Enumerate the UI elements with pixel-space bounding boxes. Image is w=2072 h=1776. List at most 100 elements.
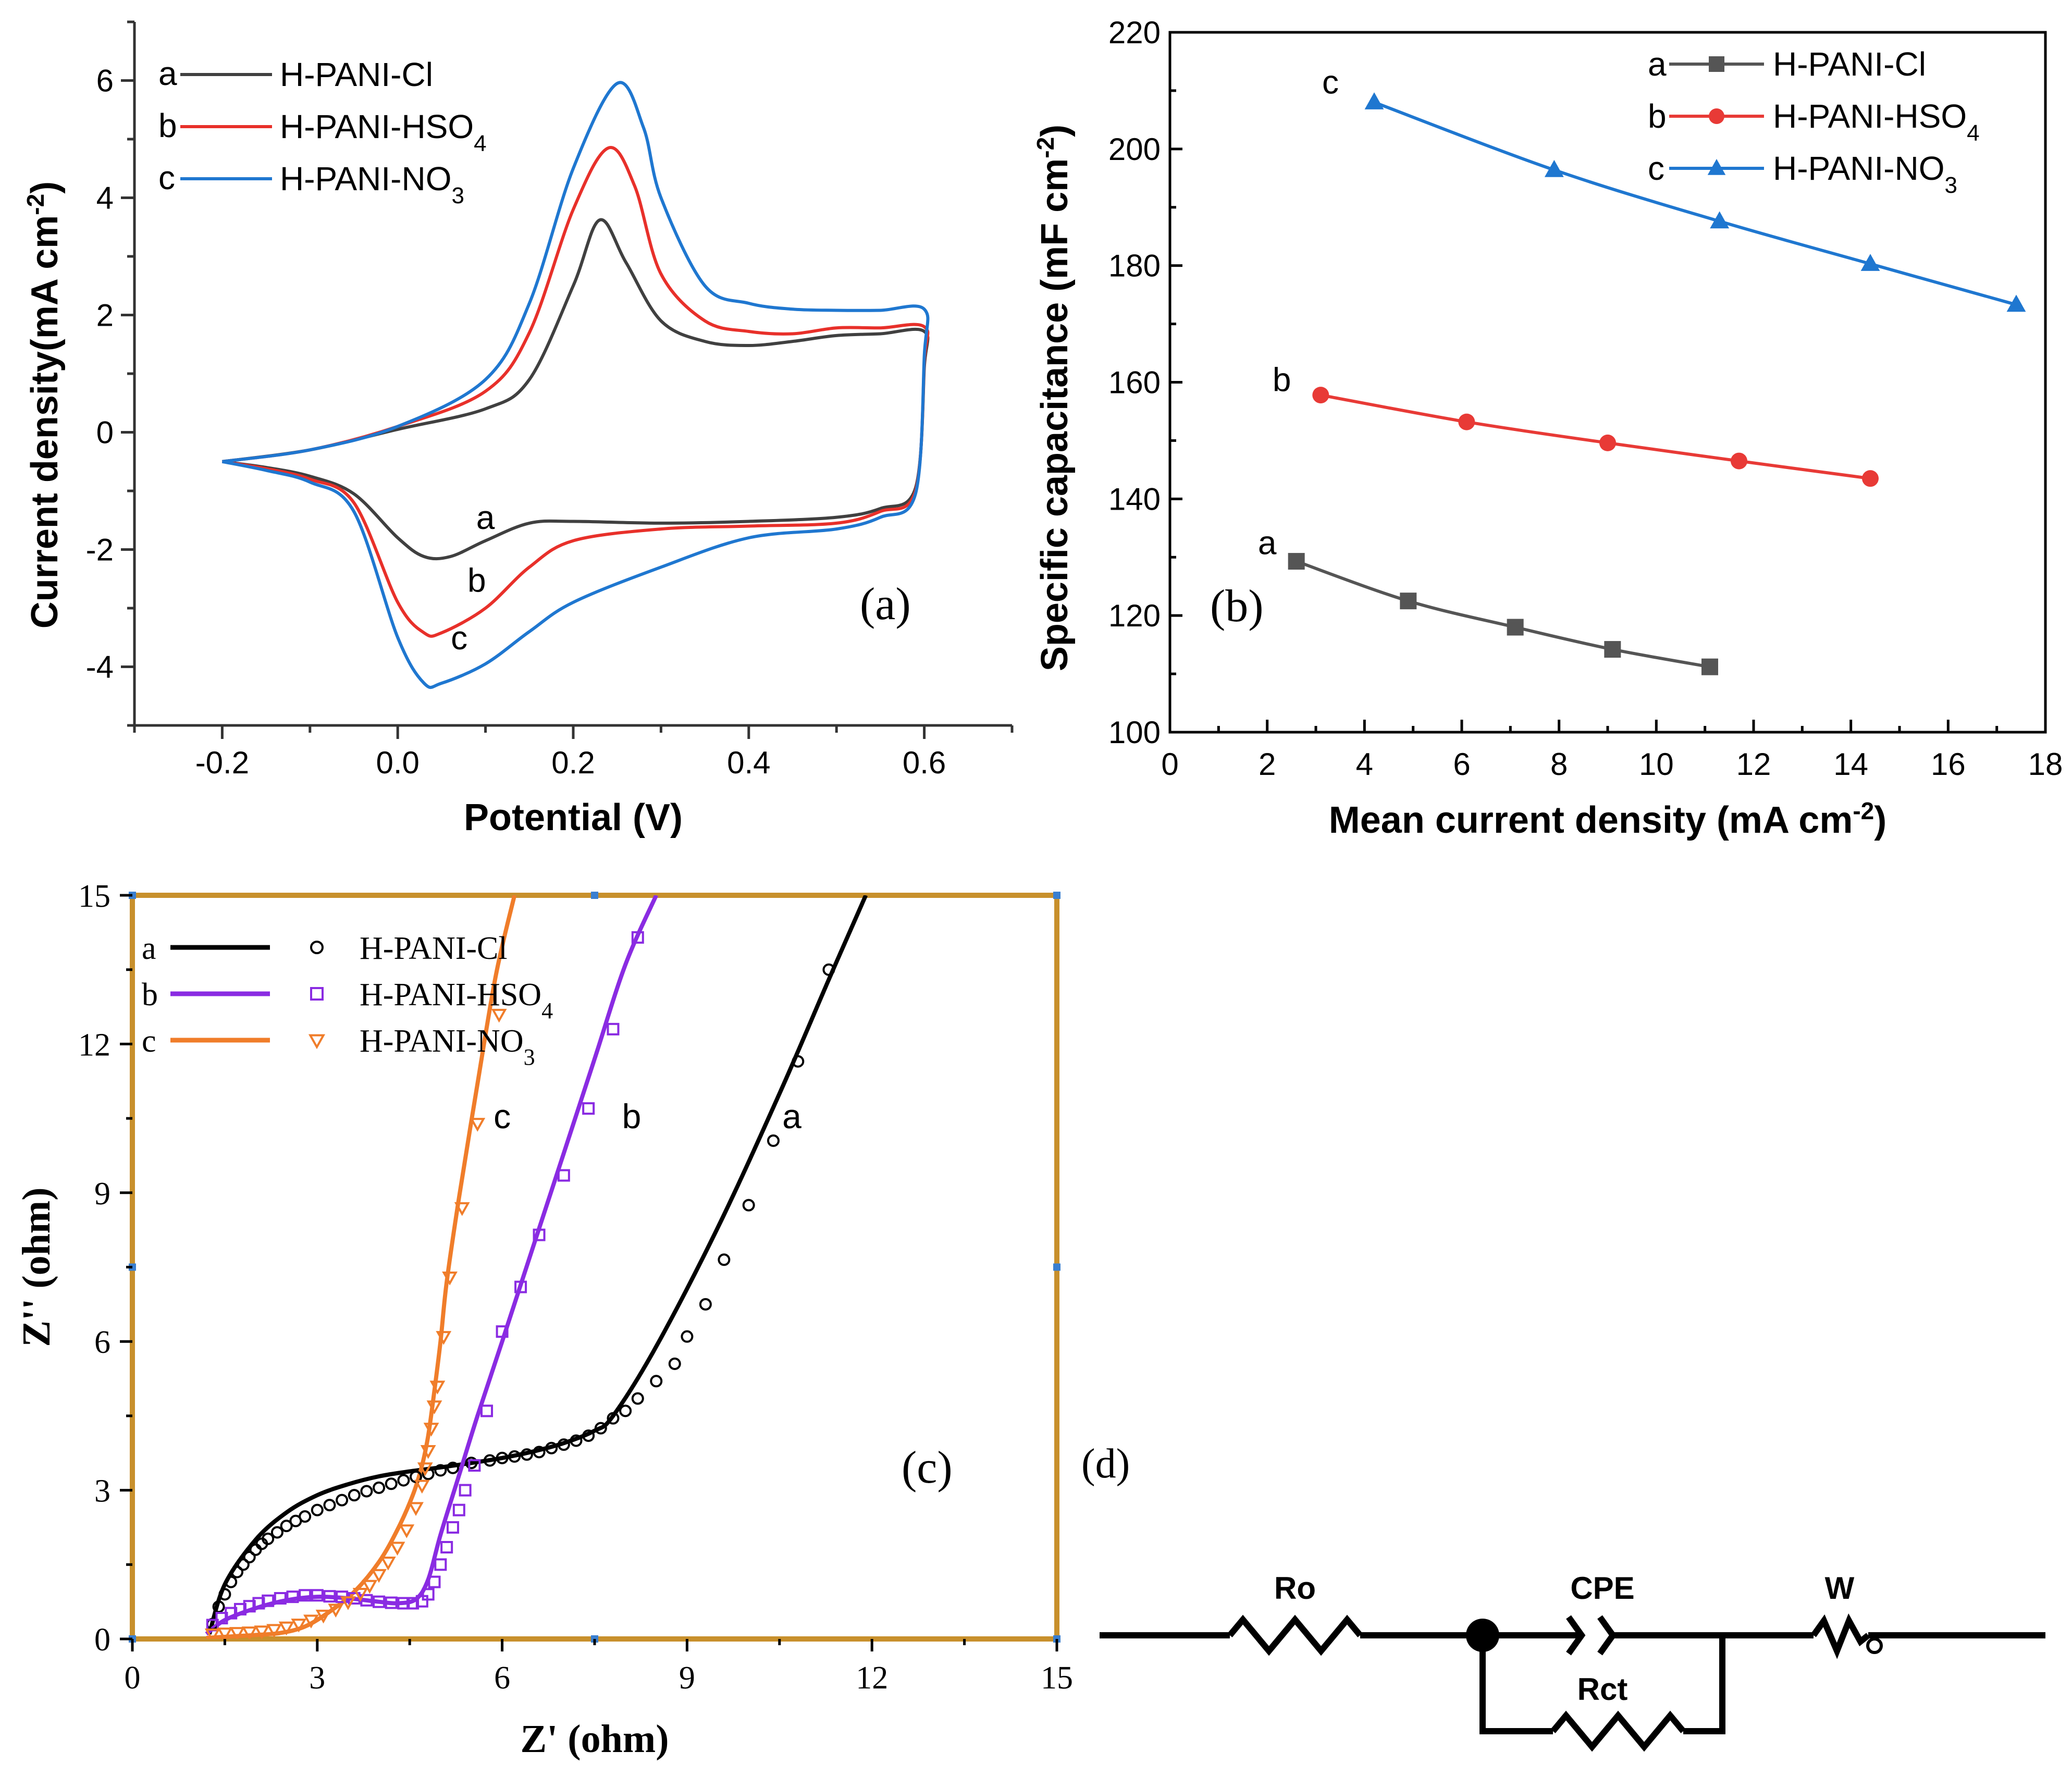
series-b-point (406, 1597, 420, 1610)
rct-resistor (1550, 1710, 1686, 1752)
x-tick-label: 0 (125, 1660, 141, 1696)
legend-a-letter: a (142, 931, 156, 966)
series-c-point (340, 1596, 356, 1610)
legend-b-letter: b (142, 977, 158, 1013)
series-c-point (229, 1627, 245, 1639)
legend-b-name: H-PANI-HSO4 (280, 108, 487, 156)
series-b-point (557, 1169, 570, 1182)
series-a-point (681, 1330, 694, 1343)
label-tail: ) (1034, 125, 1076, 137)
series-a-point (582, 1429, 595, 1442)
warburg-element (1811, 1613, 1870, 1659)
y-tick-label: 9 (94, 1176, 110, 1212)
series-a-point (570, 1434, 583, 1447)
series-b-point (1312, 387, 1329, 404)
curve-annotation: a (476, 499, 495, 536)
legend-a-letter: a (1648, 45, 1667, 83)
legend-a-name: H-PANI-Cl (360, 931, 508, 966)
legend-b-letter: b (158, 107, 177, 144)
series-a-point (619, 1404, 632, 1417)
subscript: 3 (451, 183, 464, 208)
series-a-point (218, 1588, 231, 1601)
y-tick-label: 180 (1108, 249, 1161, 283)
series-c-point (426, 1400, 442, 1414)
frame-handle (1053, 892, 1060, 899)
series-c-point (380, 1557, 396, 1571)
y-tick-label: 160 (1108, 365, 1161, 400)
legend-c-marker (1707, 159, 1726, 175)
series-b-point (422, 1588, 435, 1601)
series-c-point (1710, 211, 1730, 229)
panel-a-cv-curves: -0.2 0.0 0.2 0.4 0.6 -4 -2 0 2 4 6 Potential (V) Cur… (22, 20, 1014, 838)
series-a-point (742, 1199, 755, 1212)
x-tick-label: 0.2 (551, 745, 595, 780)
series-c-point (266, 1624, 282, 1638)
series-c-point (2006, 294, 2026, 312)
series-b-point (480, 1404, 494, 1417)
series-c-point (328, 1604, 344, 1618)
series-c-point (1860, 254, 1880, 271)
y-tick-label: 6 (96, 64, 114, 98)
series-b-point (582, 1102, 595, 1115)
cpe-left-plate (1566, 1615, 1586, 1656)
ro-resistor (1227, 1614, 1363, 1656)
series-b-point (514, 1280, 527, 1293)
subscript: 3 (1944, 172, 1957, 198)
series-b-point (225, 1607, 238, 1620)
x-tick-label: -0.2 (195, 745, 249, 780)
frame-handle (591, 892, 598, 899)
series-a-point (360, 1485, 373, 1498)
series-a-point (631, 1392, 644, 1405)
series-a-point (446, 1461, 459, 1474)
series-c-point (414, 1479, 430, 1494)
series-a-point (262, 1532, 275, 1545)
ro-label: Ro (1274, 1571, 1316, 1606)
subscript: 4 (474, 131, 486, 156)
x-tick-label: 0.0 (376, 745, 419, 780)
plot-frame (130, 893, 1059, 1642)
x-tick-label: 0.4 (727, 745, 770, 780)
curve-annotation: b (1273, 361, 1291, 398)
x-tick-label: 6 (494, 1660, 510, 1696)
series-b-point (452, 1503, 465, 1516)
curve-annotation: c (1322, 64, 1339, 101)
series-a-point (323, 1499, 336, 1512)
series-a-point (533, 1446, 546, 1459)
series-b-point (311, 1589, 324, 1602)
label-tail: ) (24, 181, 66, 194)
x-tick-label: 10 (1639, 747, 1674, 782)
plot-area (204, 895, 868, 1639)
x-tick-label: 12 (856, 1660, 888, 1696)
series-a-point (231, 1565, 244, 1578)
x-tick-label: 0.6 (903, 745, 946, 780)
x-axis-label: Potential (V) (464, 797, 683, 838)
y-axis-label: Specific capacitance (mF cm-2) (1032, 125, 1076, 671)
series-a-point (767, 1134, 780, 1147)
series-b-point (323, 1590, 336, 1603)
series-a-point (607, 1412, 620, 1425)
series-a-point (1507, 619, 1524, 636)
y-tick-label: -2 (86, 533, 114, 568)
series-a-point (594, 1422, 607, 1435)
legend-a-name: H-PANI-Cl (280, 56, 433, 93)
series-a-point (434, 1464, 447, 1477)
y-tick-label: 12 (78, 1027, 110, 1063)
series-a-point (1288, 553, 1305, 570)
series-a-point (718, 1253, 731, 1266)
circuit-node (1466, 1619, 1499, 1652)
series-b-point (607, 1022, 620, 1035)
series-a-point (249, 1543, 262, 1556)
legend-c-letter: c (142, 1023, 156, 1059)
series-b-point (299, 1589, 312, 1602)
series-c-point (442, 1272, 458, 1286)
series-a-point (397, 1474, 410, 1487)
series-b-point (1458, 413, 1475, 430)
series-a-point (1701, 658, 1718, 675)
curve-annotation: c (451, 619, 467, 657)
panel-a-label: (a) (860, 579, 911, 630)
series-b-point (440, 1541, 453, 1554)
series-a-point (336, 1494, 349, 1507)
curve-annotation: b (467, 562, 486, 599)
legend-c-marker (308, 1034, 326, 1050)
series-a-curve (222, 218, 930, 561)
